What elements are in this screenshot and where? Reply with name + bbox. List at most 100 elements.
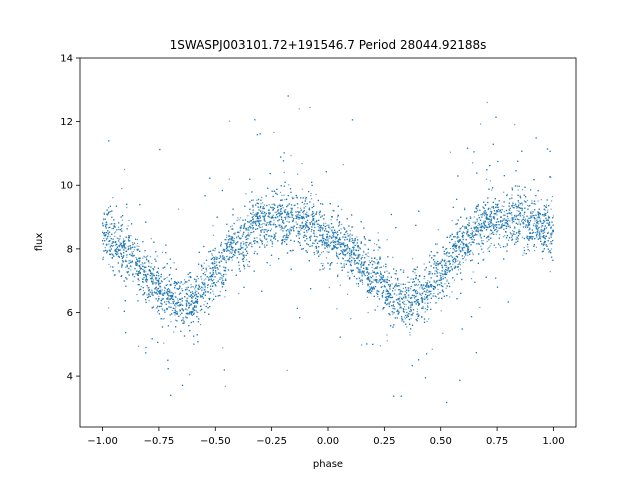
data-point: [347, 247, 349, 249]
data-point: [252, 199, 255, 201]
data-point: [279, 204, 281, 206]
data-point: [158, 290, 160, 292]
data-point: [488, 246, 490, 249]
data-point: [353, 243, 355, 245]
data-point: [322, 263, 324, 265]
data-point: [111, 253, 113, 255]
data-point: [428, 318, 430, 320]
data-point: [328, 246, 330, 248]
data-point: [457, 264, 459, 266]
data-point: [163, 318, 165, 320]
data-point: [156, 279, 158, 281]
data-point: [262, 202, 264, 204]
data-point: [547, 231, 549, 233]
data-point: [533, 222, 535, 225]
data-point: [476, 210, 479, 212]
data-point: [266, 231, 268, 233]
data-point: [207, 287, 209, 289]
data-point: [140, 264, 142, 266]
data-point: [113, 244, 115, 247]
data-point: [263, 234, 265, 236]
data-point: [530, 211, 532, 213]
data-point: [105, 221, 107, 223]
data-point: [300, 229, 302, 231]
data-point: [136, 245, 138, 247]
data-point: [446, 279, 448, 281]
data-point: [186, 288, 188, 290]
data-point: [385, 288, 388, 290]
data-point: [521, 220, 523, 222]
data-point: [527, 204, 529, 206]
data-point: [330, 219, 332, 221]
data-point: [490, 216, 492, 218]
data-point: [268, 213, 270, 215]
data-point: [408, 301, 410, 303]
data-point: [536, 232, 538, 234]
data-point: [462, 250, 464, 252]
data-point: [282, 227, 284, 229]
data-point: [371, 288, 373, 291]
data-point: [420, 294, 422, 296]
data-point: [537, 233, 539, 235]
data-point: [361, 273, 363, 275]
data-point: [108, 234, 110, 236]
data-point: [210, 279, 212, 281]
data-point: [124, 240, 126, 242]
data-point: [148, 262, 150, 264]
data-point: [426, 320, 428, 322]
data-point: [512, 220, 514, 223]
data-point: [164, 277, 166, 280]
data-point: [446, 251, 449, 253]
data-point: [135, 273, 137, 275]
data-point: [316, 252, 318, 254]
data-point: [271, 203, 273, 205]
data-point: [377, 232, 379, 234]
data-point: [143, 270, 145, 272]
data-point: [110, 244, 112, 246]
data-point: [174, 292, 176, 294]
data-point: [347, 251, 349, 253]
data-point: [349, 233, 351, 235]
data-point: [118, 271, 121, 273]
data-point: [483, 220, 485, 222]
data-point: [192, 286, 194, 288]
data-point: [118, 228, 120, 230]
data-point: [199, 294, 201, 296]
data-point: [437, 288, 439, 290]
data-point: [151, 262, 153, 265]
data-point: [464, 207, 466, 209]
data-point: [522, 214, 524, 217]
data-point: [156, 255, 158, 257]
data-point: [211, 283, 213, 285]
data-point: [175, 310, 177, 312]
data-point: [527, 217, 529, 219]
data-point: [377, 282, 379, 284]
data-point: [155, 283, 157, 285]
data-point: [528, 222, 530, 224]
data-point: [392, 304, 395, 306]
data-point: [513, 216, 515, 218]
data-point: [478, 214, 480, 216]
data-point: [342, 164, 344, 166]
data-point: [468, 242, 470, 244]
data-point: [221, 256, 223, 258]
data-point: [414, 289, 416, 291]
data-point: [501, 223, 503, 225]
data-point: [152, 283, 154, 285]
data-point: [238, 264, 240, 266]
data-point: [148, 300, 150, 302]
data-point: [436, 285, 439, 287]
data-point: [408, 287, 410, 289]
data-point: [516, 210, 518, 212]
data-point: [514, 204, 516, 206]
data-point: [439, 277, 442, 279]
data-point: [279, 224, 281, 226]
data-point: [511, 217, 513, 220]
data-point: [511, 194, 513, 196]
data-point: [449, 248, 451, 250]
data-point: [111, 257, 114, 260]
data-point: [138, 280, 140, 282]
data-point: [437, 229, 439, 231]
data-point: [368, 256, 370, 258]
data-point: [543, 244, 545, 246]
